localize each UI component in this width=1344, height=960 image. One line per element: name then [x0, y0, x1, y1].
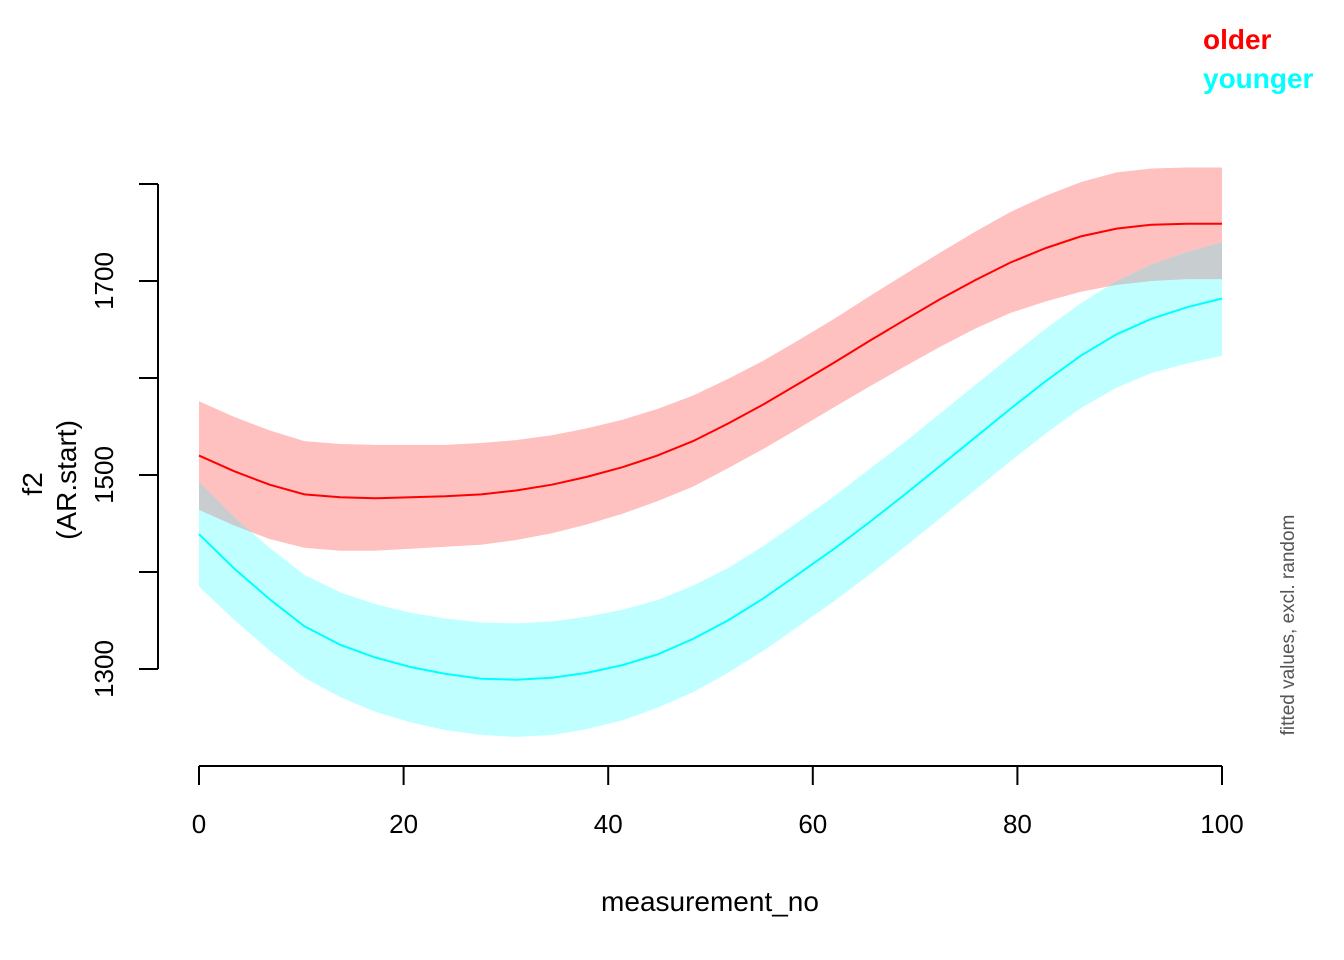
- x-axis: 0 20 40 60 80 100: [192, 765, 1244, 839]
- band-younger: [199, 242, 1222, 737]
- band-overlap-region: [199, 481, 252, 533]
- x-tick-label: 40: [594, 809, 623, 839]
- y-tick-label: 1300: [89, 640, 119, 698]
- legend-label-younger: younger: [1203, 63, 1314, 94]
- y-axis-title-line-2: (AR.start): [51, 420, 82, 540]
- x-tick-label: 20: [389, 809, 418, 839]
- x-tick-label: 0: [192, 809, 206, 839]
- y-tick-label: 1700: [89, 252, 119, 310]
- x-tick-label: 60: [798, 809, 827, 839]
- y-axis-title: f2 (AR.start): [17, 420, 82, 540]
- band-overlap: [199, 242, 1222, 533]
- confidence-bands: [199, 167, 1222, 737]
- y-tick-label: 1500: [89, 446, 119, 504]
- x-tick-label: 100: [1200, 809, 1243, 839]
- y-axis: 1300 1500 1700: [89, 183, 159, 698]
- x-axis-title: measurement_no: [601, 886, 819, 917]
- line-older: [198, 222, 1222, 500]
- fitted-values-note: fitted values, excl. random: [1278, 515, 1299, 736]
- line-younger: [198, 297, 1223, 681]
- fit-lines: [198, 222, 1223, 681]
- y-axis-title-line-1: f2: [17, 472, 48, 495]
- band-overlap-region: [1107, 242, 1222, 287]
- legend-label-older: older: [1203, 24, 1272, 55]
- band-older: [199, 167, 1222, 551]
- x-tick-label: 80: [1003, 809, 1032, 839]
